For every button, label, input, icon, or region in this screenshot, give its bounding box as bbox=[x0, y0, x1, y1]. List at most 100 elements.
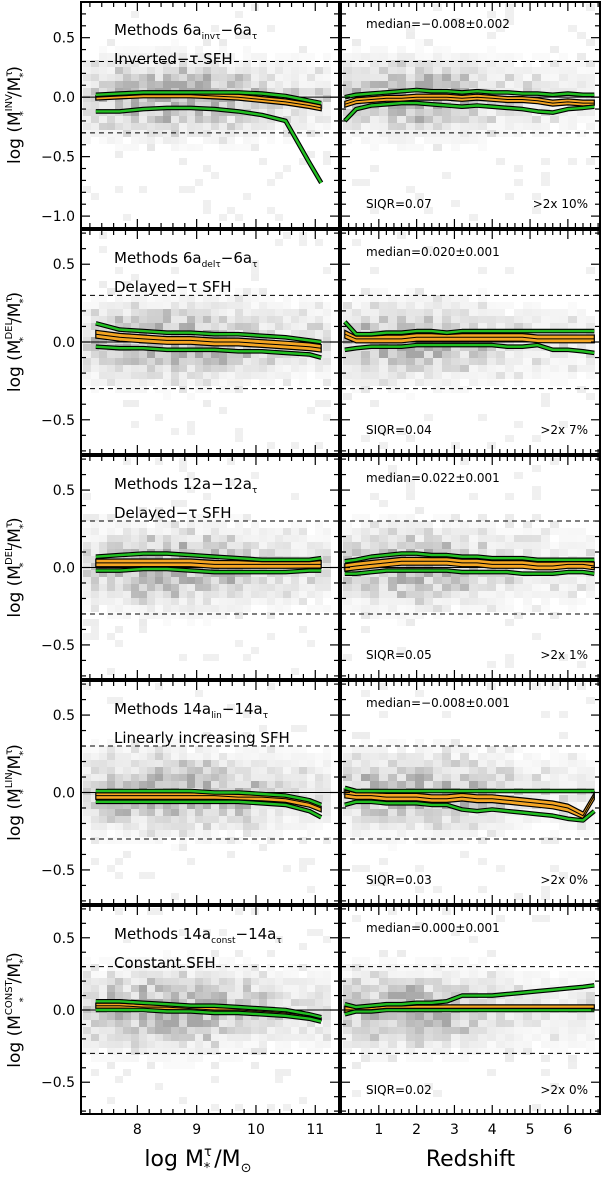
density-cell bbox=[203, 577, 211, 584]
density-cell bbox=[406, 351, 415, 358]
density-cell bbox=[171, 893, 179, 900]
density-cell bbox=[541, 837, 550, 844]
density-cell bbox=[115, 1013, 123, 1020]
density-cell bbox=[487, 309, 496, 316]
density-cell bbox=[275, 746, 283, 753]
density-cell bbox=[155, 570, 163, 577]
density-cell bbox=[550, 60, 559, 67]
density-cell bbox=[406, 753, 415, 760]
density-cell bbox=[433, 992, 442, 999]
density-cell bbox=[139, 186, 147, 193]
density-cell bbox=[586, 330, 595, 337]
density-cell bbox=[235, 1034, 243, 1041]
density-cell bbox=[388, 957, 397, 964]
density-cell bbox=[259, 549, 267, 556]
density-cell bbox=[267, 60, 275, 67]
density-cell bbox=[115, 365, 123, 372]
density-cell bbox=[424, 130, 433, 137]
density-cell bbox=[343, 816, 352, 823]
density-cell bbox=[91, 323, 99, 330]
density-cell bbox=[424, 295, 433, 302]
density-cell bbox=[259, 528, 267, 535]
density-cell bbox=[586, 116, 595, 123]
density-cell bbox=[259, 1041, 267, 1048]
density-cell bbox=[83, 577, 91, 584]
density-cell bbox=[99, 521, 107, 528]
density-cell bbox=[361, 865, 370, 872]
density-cell bbox=[283, 816, 291, 823]
density-cell bbox=[99, 957, 107, 964]
density-cell bbox=[315, 358, 323, 365]
density-cell bbox=[424, 1055, 433, 1062]
density-cell bbox=[187, 365, 195, 372]
density-cell bbox=[442, 514, 451, 521]
density-cell bbox=[323, 528, 331, 535]
density-cell bbox=[163, 570, 171, 577]
density-cell bbox=[343, 302, 352, 309]
density-cell bbox=[211, 999, 219, 1006]
density-cell bbox=[406, 358, 415, 365]
density-cell bbox=[139, 781, 147, 788]
density-cell bbox=[147, 109, 155, 116]
density-cell bbox=[442, 563, 451, 570]
density-cell bbox=[275, 1020, 283, 1027]
density-cell bbox=[251, 767, 259, 774]
density-cell bbox=[559, 88, 568, 95]
density-cell bbox=[147, 1062, 155, 1069]
density-cell bbox=[107, 316, 115, 323]
density-cell bbox=[586, 535, 595, 542]
density-cell bbox=[496, 823, 505, 830]
density-cell bbox=[251, 908, 259, 915]
density-cell bbox=[123, 295, 131, 302]
density-cell bbox=[442, 60, 451, 67]
density-cell bbox=[235, 816, 243, 823]
density-cell bbox=[99, 81, 107, 88]
density-cell bbox=[123, 102, 131, 109]
density-cell bbox=[187, 1013, 195, 1020]
density-cell bbox=[460, 53, 469, 60]
density-cell bbox=[123, 978, 131, 985]
density-cell bbox=[541, 393, 550, 400]
density-cell bbox=[323, 971, 331, 978]
density-cell bbox=[123, 67, 131, 74]
density-cell bbox=[91, 795, 99, 802]
density-cell bbox=[155, 414, 163, 421]
density-cell bbox=[343, 605, 352, 612]
density-cell bbox=[291, 985, 299, 992]
density-cell bbox=[478, 837, 487, 844]
density-cell bbox=[155, 60, 163, 67]
density-cell bbox=[115, 130, 123, 137]
density-cell bbox=[307, 640, 315, 647]
y-axis-label: log (MCONST */Mτ *) bbox=[4, 952, 29, 1068]
density-cell bbox=[83, 633, 91, 640]
density-cell bbox=[131, 816, 139, 823]
density-cell bbox=[460, 591, 469, 598]
density-cell bbox=[315, 542, 323, 549]
density-cell bbox=[195, 309, 203, 316]
density-cell bbox=[131, 74, 139, 81]
density-cell bbox=[315, 74, 323, 81]
density-cell bbox=[415, 60, 424, 67]
density-cell bbox=[478, 591, 487, 598]
density-cell bbox=[219, 309, 227, 316]
density-cell bbox=[179, 584, 187, 591]
density-cell bbox=[219, 760, 227, 767]
density-cell bbox=[568, 323, 577, 330]
density-cell bbox=[415, 144, 424, 151]
density-cell bbox=[107, 130, 115, 137]
density-cell bbox=[155, 584, 163, 591]
density-cell bbox=[243, 549, 251, 556]
fraction-annotation: >2x 1% bbox=[540, 648, 588, 662]
density-cell bbox=[83, 521, 91, 528]
density-cell bbox=[352, 365, 361, 372]
density-cell bbox=[171, 53, 179, 60]
density-cell bbox=[451, 309, 460, 316]
density-cell bbox=[99, 358, 107, 365]
density-cell bbox=[370, 879, 379, 886]
density-cell bbox=[307, 929, 315, 936]
density-cell bbox=[139, 1027, 147, 1034]
density-cell bbox=[460, 521, 469, 528]
density-cell bbox=[83, 802, 91, 809]
density-cell bbox=[370, 207, 379, 214]
density-cell bbox=[83, 365, 91, 372]
